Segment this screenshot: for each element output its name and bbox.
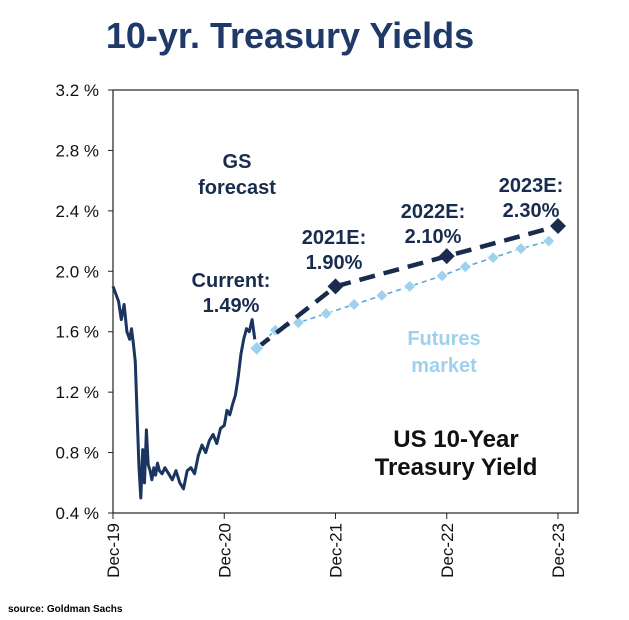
chart-title: 10-yr. Treasury Yields bbox=[106, 15, 474, 56]
e2022-label: 2022E: bbox=[401, 201, 466, 223]
current-value: 1.49% bbox=[203, 295, 260, 317]
gs-forecast-point bbox=[438, 248, 455, 265]
futures-point bbox=[319, 307, 333, 321]
y-tick-label: 1.2 % bbox=[56, 383, 99, 402]
x-tick-label: Dec-23 bbox=[549, 523, 568, 578]
current-label: Current: bbox=[192, 270, 271, 292]
futures-label-line1: Futures bbox=[407, 328, 480, 350]
x-tick-label: Dec-19 bbox=[104, 523, 123, 578]
gs-label-line2: forecast bbox=[198, 177, 276, 199]
futures-point bbox=[291, 316, 305, 330]
e2022-value: 2.10% bbox=[405, 226, 462, 248]
source-note: source: Goldman Sachs bbox=[8, 604, 123, 615]
inner-title-line2: Treasury Yield bbox=[375, 454, 538, 481]
futures-point bbox=[458, 260, 472, 274]
y-tick-label: 2.4 % bbox=[56, 202, 99, 221]
history-series-line bbox=[111, 285, 257, 500]
futures-point bbox=[514, 242, 528, 256]
y-tick-label: 0.4 % bbox=[56, 504, 99, 523]
futures-point bbox=[403, 279, 417, 293]
futures-point bbox=[347, 297, 361, 312]
y-tick-label: 0.8 % bbox=[56, 444, 99, 463]
e2021-value: 1.90% bbox=[306, 252, 363, 274]
futures-point bbox=[435, 269, 449, 283]
futures-series-line bbox=[256, 240, 549, 349]
gs-forecast-line bbox=[255, 223, 559, 351]
e2023-label: 2023E: bbox=[499, 175, 564, 197]
gs-forecast-point bbox=[550, 217, 566, 234]
x-tick-label: Dec-20 bbox=[215, 523, 234, 578]
current-point bbox=[248, 340, 265, 357]
x-tick-label: Dec-22 bbox=[438, 523, 457, 578]
inner-title-line1: US 10-Year bbox=[393, 426, 518, 453]
e2023-value: 2.30% bbox=[503, 200, 560, 222]
futures-point bbox=[542, 234, 556, 248]
x-tick-label: Dec-21 bbox=[327, 523, 346, 578]
futures-label-line2: market bbox=[411, 355, 477, 377]
plot-frame bbox=[112, 89, 579, 514]
y-tick-label: 3.2 % bbox=[56, 81, 99, 100]
futures-point bbox=[486, 251, 500, 265]
y-tick-label: 2.0 % bbox=[56, 262, 99, 281]
y-tick-label: 2.8 % bbox=[56, 141, 99, 160]
y-tick-label: 1.6 % bbox=[56, 323, 99, 342]
futures-point bbox=[375, 288, 389, 303]
e2021-label: 2021E: bbox=[302, 227, 367, 249]
gs-label-line1: GS bbox=[223, 151, 252, 173]
gs-forecast-point bbox=[327, 278, 344, 295]
